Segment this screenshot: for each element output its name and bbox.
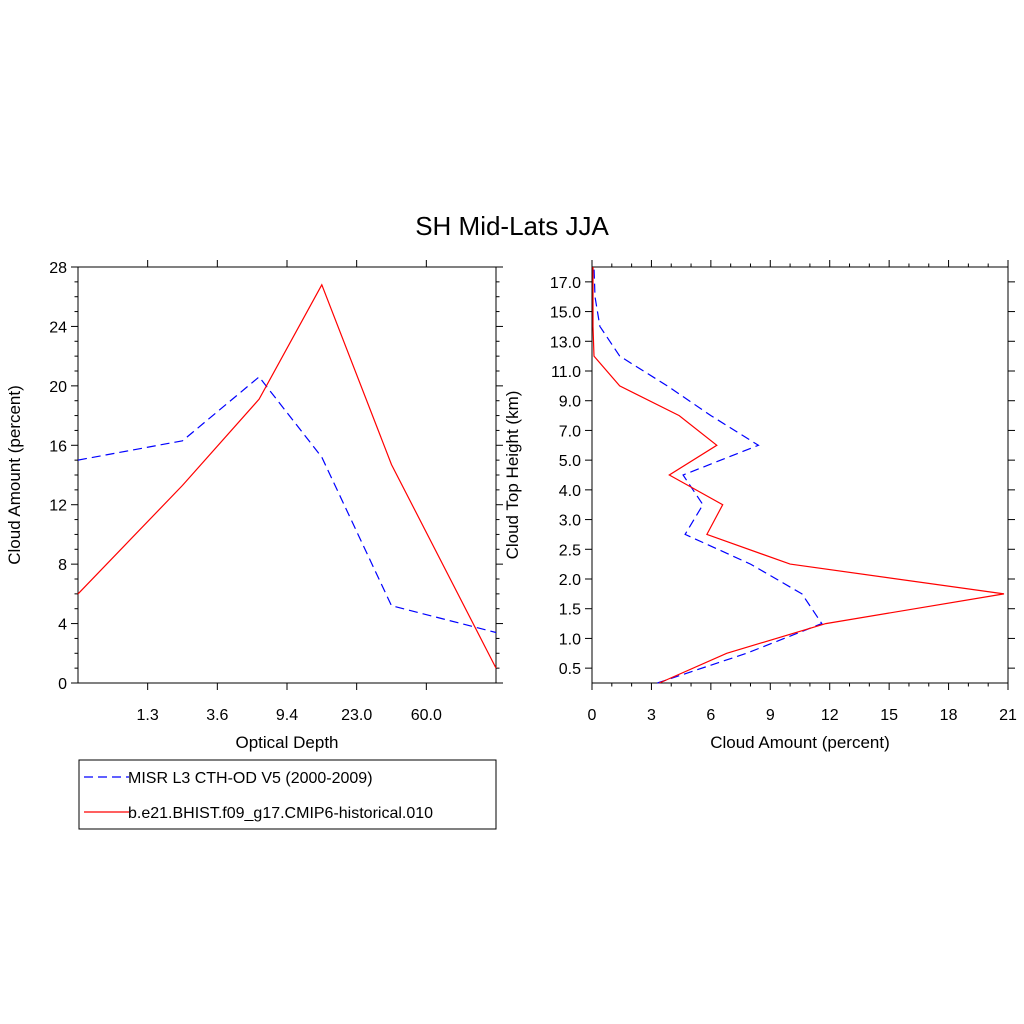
- right-panel: 0 3 6 9 12 15 18 21 0.5 1.0 1.5 2.0 2.5 3.0 4.0 5.0 7.0 9…: [503, 260, 1017, 752]
- left-plot-frame: [77, 266, 497, 684]
- right-ticks: 0 3 6 9 12 15 18 21 0.5 1.0 1.5 2.0 2.5 3.0 4.0 5.0 7.0 9…: [550, 260, 1017, 724]
- right-ytick-label: 17.0: [550, 275, 581, 292]
- right-xtick-label: 18: [940, 707, 958, 724]
- right-ytick-label: 0.5: [559, 661, 581, 678]
- right-xtick-label: 21: [999, 707, 1017, 724]
- right-ytick-label: 2.5: [559, 542, 581, 559]
- right-xtick-label: 3: [647, 707, 656, 724]
- right-ytick-label: 1.0: [559, 631, 581, 648]
- right-ytick-label: 2.0: [559, 572, 581, 589]
- left-ytick-label: 20: [49, 379, 67, 396]
- left-ticks: 0 4 8 12 16 20 24 28 1.3 3.6 9.4 23.0 60.0: [49, 260, 503, 724]
- right-xlabel: Cloud Amount (percent): [710, 733, 890, 752]
- right-ytick-label: 11.0: [551, 364, 581, 381]
- legend-label-model: b.e21.BHIST.f09_g17.CMIP6-historical.010: [128, 805, 433, 822]
- right-ytick-label: 7.0: [559, 423, 581, 440]
- left-ytick-label: 4: [58, 617, 67, 634]
- chart-title: SH Mid-Lats JJA: [415, 211, 609, 241]
- left-xtick-label: 60.0: [411, 707, 442, 724]
- right-ytick-label: 1.5: [559, 602, 581, 619]
- left-xtick-label: 9.4: [276, 707, 298, 724]
- left-ytick-label: 24: [49, 319, 67, 336]
- left-ytick-label: 28: [49, 260, 67, 277]
- left-ylabel: Cloud Amount (percent): [5, 385, 24, 565]
- right-xtick-label: 12: [821, 707, 839, 724]
- right-xtick-label: 9: [766, 707, 775, 724]
- right-xtick-label: 15: [880, 707, 898, 724]
- left-ytick-label: 0: [58, 676, 67, 693]
- right-plot-frame: [591, 266, 1009, 684]
- right-ytick-label: 3.0: [559, 513, 581, 530]
- legend-box: [78, 759, 497, 830]
- right-series-line-0: [593, 266, 823, 684]
- left-xtick-label: 3.6: [206, 707, 228, 724]
- left-series-lines: [77, 283, 497, 669]
- legend-label-misr: MISR L3 CTH-OD V5 (2000-2009): [128, 770, 373, 787]
- right-ytick-label: 13.0: [550, 334, 581, 351]
- left-series-line-1: [77, 283, 497, 669]
- right-ytick-label: 15.0: [550, 305, 581, 322]
- right-ytick-label: 9.0: [559, 394, 581, 411]
- legend: MISR L3 CTH-OD V5 (2000-2009) b.e21.BHIS…: [78, 759, 497, 830]
- left-ytick-label: 16: [49, 438, 67, 455]
- right-ytick-label: 5.0: [559, 453, 581, 470]
- left-panel: 0 4 8 12 16 20 24 28 1.3 3.6 9.4 23.0 60.0 Optical D…: [5, 260, 503, 752]
- right-series-lines: [592, 266, 1005, 684]
- right-ytick-label: 4.0: [559, 483, 581, 500]
- left-ytick-label: 8: [58, 557, 67, 574]
- right-series-line-1: [592, 267, 1005, 684]
- left-xtick-label: 1.3: [137, 707, 159, 724]
- right-ylabel: Cloud Top Height (km): [503, 391, 522, 560]
- left-xlabel: Optical Depth: [236, 733, 339, 752]
- left-ytick-label: 12: [49, 498, 67, 515]
- right-xtick-label: 0: [588, 707, 597, 724]
- right-xtick-label: 6: [706, 707, 715, 724]
- left-series-line-0: [77, 376, 497, 634]
- left-xtick-label: 23.0: [341, 707, 372, 724]
